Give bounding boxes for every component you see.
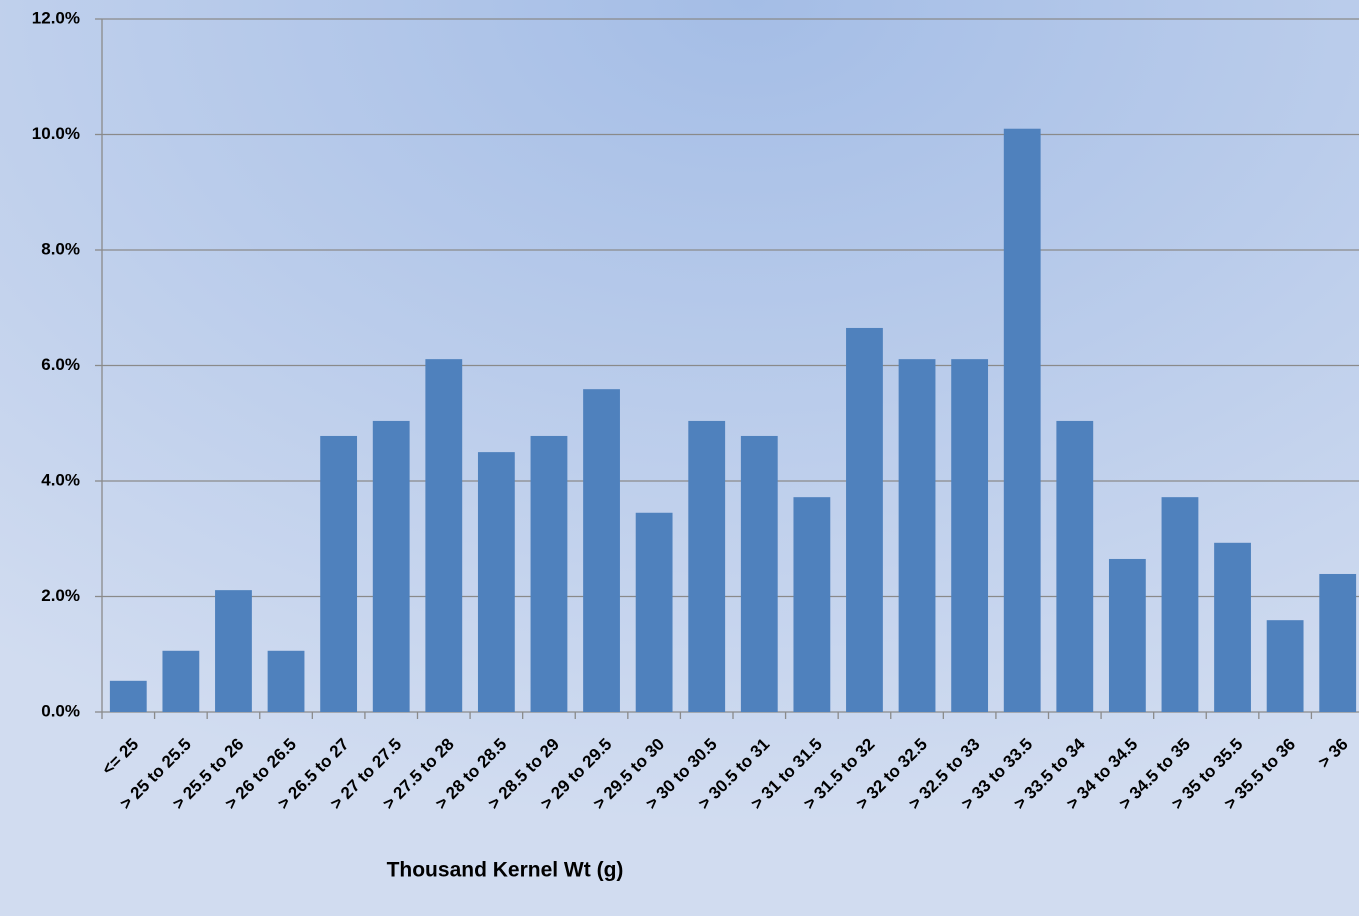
y-tick-label: 4.0% xyxy=(41,470,80,489)
bar xyxy=(425,359,463,712)
bar xyxy=(1003,128,1041,713)
y-tick-label: 10.0% xyxy=(32,124,80,143)
bar xyxy=(267,650,305,712)
bar xyxy=(740,435,778,712)
bar xyxy=(635,512,673,712)
y-tick-label: 2.0% xyxy=(41,586,80,605)
bar xyxy=(477,452,515,712)
bar xyxy=(1214,542,1251,712)
y-tick-label: 8.0% xyxy=(41,239,80,258)
bar xyxy=(1319,573,1357,712)
bar xyxy=(320,435,358,712)
bar xyxy=(583,389,620,712)
bar xyxy=(109,680,147,712)
y-tick-label: 6.0% xyxy=(41,355,80,374)
bar xyxy=(1161,497,1199,712)
y-tick-label: 0.0% xyxy=(41,701,80,720)
bar xyxy=(898,359,936,712)
y-tick-label: 12.0% xyxy=(32,8,80,27)
bar xyxy=(951,359,989,712)
bar xyxy=(1266,620,1304,712)
bar xyxy=(372,420,410,712)
bar xyxy=(846,327,883,712)
bar xyxy=(530,435,568,712)
bar xyxy=(1108,558,1146,712)
bar xyxy=(793,497,831,712)
bar xyxy=(688,420,726,712)
x-axis-title: Thousand Kernel Wt (g) xyxy=(387,859,624,882)
bar xyxy=(215,590,252,712)
bar xyxy=(1056,420,1094,712)
bar xyxy=(162,650,200,712)
